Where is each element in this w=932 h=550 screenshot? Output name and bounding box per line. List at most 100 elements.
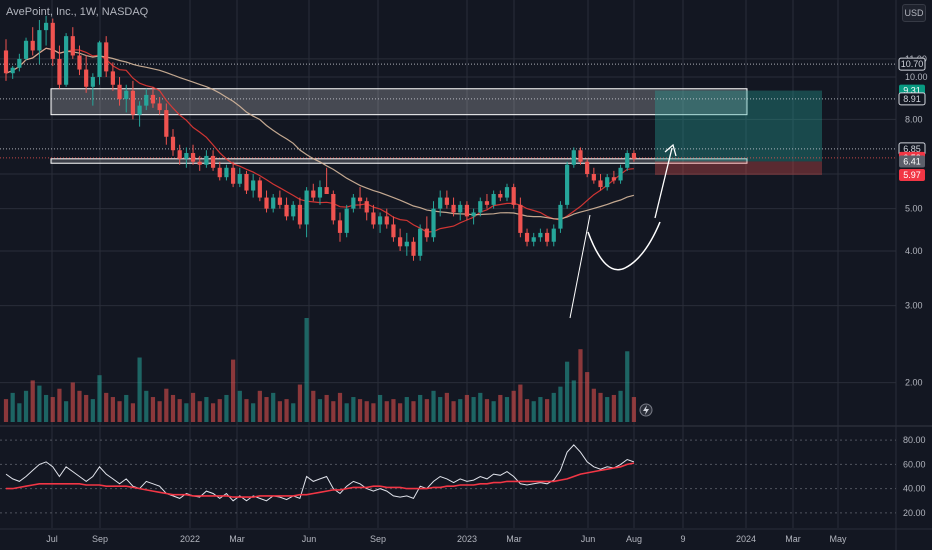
candle-40 xyxy=(271,194,276,213)
volume-bar-33 xyxy=(224,394,229,422)
candle-65 xyxy=(438,190,443,217)
candle-body xyxy=(551,228,556,242)
candle-59 xyxy=(398,228,403,251)
volume-bar-9 xyxy=(64,401,69,422)
volume-bar-7 xyxy=(50,397,55,422)
volume-bar-84 xyxy=(565,361,570,422)
candle-50 xyxy=(337,212,343,242)
candle-25 xyxy=(170,129,176,156)
time-tick-13: May xyxy=(829,534,847,544)
badge-label: 6.41 xyxy=(903,156,921,166)
candle-80 xyxy=(538,228,543,242)
volume-bar-94 xyxy=(631,397,637,422)
candle-body xyxy=(618,167,623,181)
candle-body xyxy=(331,194,336,221)
candle-body xyxy=(204,155,209,165)
candle-38 xyxy=(257,177,262,202)
volume-bar-62 xyxy=(418,394,423,422)
volume-bar-76 xyxy=(511,390,516,422)
volume-bar-69 xyxy=(464,394,470,422)
candle-93 xyxy=(625,150,630,171)
time-tick-3: Mar xyxy=(229,534,245,544)
candle-body xyxy=(484,201,490,205)
volume-bar-52 xyxy=(351,397,356,422)
candle-7 xyxy=(50,18,55,66)
candle-body xyxy=(164,110,169,137)
candle-body xyxy=(357,197,363,202)
candle-55 xyxy=(371,204,376,229)
volume-bar-81 xyxy=(544,399,550,422)
time-tick-1: Sep xyxy=(92,534,108,544)
candle-12 xyxy=(84,55,89,93)
volume-bar-30 xyxy=(204,397,209,422)
candle-body xyxy=(57,58,62,85)
candle-19 xyxy=(130,80,136,120)
candle-56 xyxy=(377,212,383,233)
volume-bar-27 xyxy=(184,403,189,422)
volume-bar-25 xyxy=(170,394,176,422)
candle-body xyxy=(304,190,309,225)
candle-body xyxy=(364,201,369,213)
candle-body xyxy=(491,194,496,205)
badge-label: 6.85 xyxy=(903,144,921,154)
rsi-tick-0: 80.00 xyxy=(903,435,926,445)
candle-body xyxy=(157,103,162,111)
candle-body xyxy=(418,228,423,256)
time-tick-8: Jun xyxy=(581,534,596,544)
candle-28 xyxy=(190,144,196,165)
volume-bar-10 xyxy=(70,382,75,422)
candle-body xyxy=(578,150,583,162)
candle-body xyxy=(231,167,236,184)
candle-body xyxy=(524,232,530,242)
volume-bar-75 xyxy=(504,397,510,422)
volume-bar-60 xyxy=(404,397,409,422)
price-badge-2: 8.91 xyxy=(898,92,926,106)
candle-body xyxy=(90,76,95,87)
candle-39 xyxy=(264,190,269,213)
volume-bar-92 xyxy=(618,390,623,422)
volume-bar-1 xyxy=(10,392,15,422)
volume-bar-31 xyxy=(210,403,216,422)
candle-46 xyxy=(311,183,316,202)
candle-18 xyxy=(124,84,129,113)
volume-bar-22 xyxy=(150,397,156,422)
candle-36 xyxy=(244,170,249,195)
candle-58 xyxy=(391,216,396,242)
candle-8 xyxy=(57,45,62,89)
currency-button[interactable]: USD xyxy=(902,4,926,22)
volume-bar-13 xyxy=(90,399,95,422)
candle-44 xyxy=(297,197,303,229)
candle-body xyxy=(451,204,456,213)
candle-64 xyxy=(431,201,436,242)
candle-54 xyxy=(364,197,369,221)
volume-bar-80 xyxy=(538,397,543,422)
candle-body xyxy=(210,155,216,168)
volume-bar-71 xyxy=(478,392,483,422)
candle-body xyxy=(77,55,82,70)
volume-bar-47 xyxy=(317,399,323,422)
candle-3 xyxy=(23,37,29,61)
volume-bar-72 xyxy=(484,399,490,422)
candle-body xyxy=(137,105,142,115)
candle-77 xyxy=(518,197,523,238)
volume-bar-46 xyxy=(311,390,316,422)
alert-icon[interactable] xyxy=(639,403,653,417)
volume-bar-64 xyxy=(431,390,436,422)
volume-bar-65 xyxy=(438,397,443,422)
target-arrow-shaft xyxy=(654,147,673,219)
volume-bar-86 xyxy=(578,349,583,422)
volume-bar-53 xyxy=(357,399,363,422)
candle-10 xyxy=(70,27,75,59)
candle-body xyxy=(170,136,176,151)
volume-bar-66 xyxy=(444,392,449,422)
rsi-tick-1: 60.00 xyxy=(903,459,926,469)
candle-0 xyxy=(3,39,9,81)
volume-bar-51 xyxy=(344,403,349,422)
rsi-ma-line xyxy=(6,462,635,498)
candle-body xyxy=(217,167,222,178)
volume-bar-32 xyxy=(217,399,222,422)
candle-72 xyxy=(484,194,490,209)
price-axis: 11.0010.008.006.005.004.003.002.0080.006… xyxy=(903,54,928,518)
